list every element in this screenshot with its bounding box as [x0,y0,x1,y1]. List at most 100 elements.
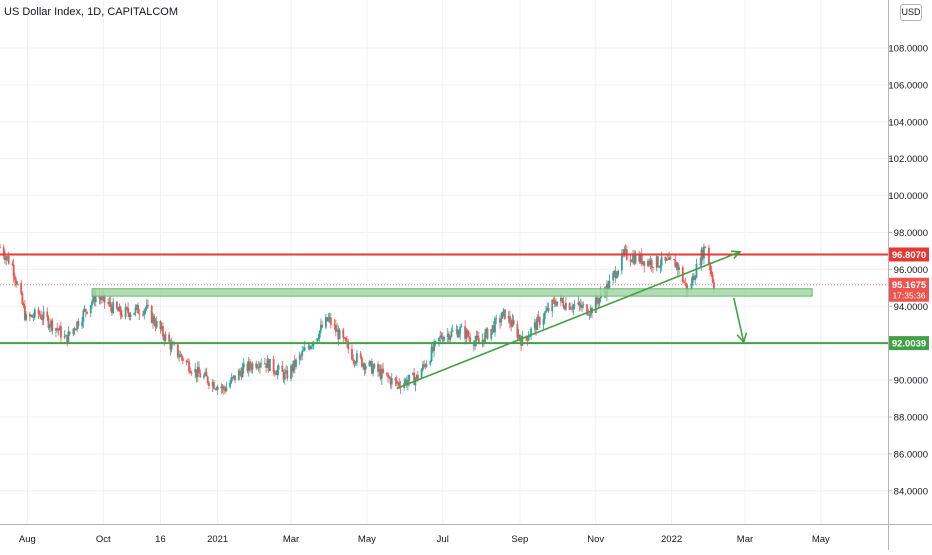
candle-body [196,367,199,378]
candle-body [469,337,472,342]
candle-body [32,317,35,319]
candle-body [152,316,154,323]
candle-body [507,316,510,319]
candle-body [302,350,305,352]
candle-body [362,363,365,367]
price-axis-tick: 104.0000 [888,117,928,128]
candle-body [466,330,469,336]
time-axis-tick: Mar [283,534,299,545]
candle-body [561,297,564,302]
candle-body [597,301,600,304]
candle-body [72,328,75,335]
candle-body [221,386,224,389]
candle-body [92,293,95,302]
candle-body [328,317,331,319]
level-price-tag: 96.8070 [892,250,926,261]
candle-body [48,326,51,328]
candle-body [319,324,322,331]
candle-body [237,370,240,381]
candle-body [370,361,373,374]
candle-body [15,280,18,285]
candle-body [377,364,379,372]
countdown-timer: 17:35:36 [892,291,925,301]
candle-body [31,315,34,318]
candle-body [275,373,278,376]
candle-body [94,295,97,302]
currency-button[interactable]: USD [900,4,922,21]
candle-body [6,256,9,258]
candle-body [93,293,96,302]
candle-body [58,326,61,331]
candle-body [369,361,372,363]
candle-body [415,374,418,379]
candle-body [394,377,397,381]
candle-body [73,328,76,331]
candle-body [119,306,122,316]
candle-body [389,378,392,385]
candle-body [155,320,158,328]
candle-body [317,337,320,339]
candle-body [150,306,153,323]
candle-body [143,310,146,315]
candle-body [510,323,513,327]
candle-body [82,310,85,322]
candle-body [134,307,137,313]
candle-body [568,303,571,310]
candle-body [685,283,688,292]
candle-body [629,259,632,262]
candle-body [67,331,70,344]
candle-body [404,379,407,383]
candle-body [699,263,702,265]
candle-body [98,295,101,299]
candle-body [138,313,141,315]
candle-body [674,260,677,268]
candle-body [307,346,310,348]
candle-body [142,314,144,316]
candle-body [620,253,623,271]
candle-body [413,373,416,386]
candle-body [555,303,557,306]
candle-body [612,272,615,281]
candle-body [118,306,121,312]
price-axis-tick: 90.0000 [894,376,928,387]
candle-body [256,367,259,369]
candle-body [211,382,214,386]
time-axis-tick: Nov [587,534,604,545]
candle-body [318,330,321,338]
candle-body [364,365,367,370]
candle-body [295,359,297,368]
candle-body [133,312,136,315]
candle-body [231,377,234,379]
candle-body [617,270,620,276]
candle-body [216,386,219,390]
candle-body [655,256,658,268]
candle-body [129,314,132,318]
trendline [396,251,741,390]
candle-body [458,333,460,338]
candle-body [446,333,449,337]
candle-body [352,359,355,361]
candle-body [128,313,131,318]
candle-body [103,294,106,303]
candle-body [83,309,86,311]
candle-body [326,317,328,322]
candle-body [694,277,697,281]
candle-body [640,253,643,265]
candle-body [562,301,565,307]
candle-body [179,354,182,357]
candle-body [333,324,336,326]
price-axis-tick: 94.0000 [894,302,928,313]
candle-body [220,386,223,389]
candle-body [213,382,215,389]
candle-body [65,335,67,337]
level-price-tag-bg [889,336,929,351]
candle-body [2,247,5,257]
candle-body [343,337,346,339]
candle-body [111,307,113,313]
candle-body [11,263,14,265]
candle-body [481,339,484,344]
candle-body [163,336,166,341]
candle-body [84,309,87,312]
